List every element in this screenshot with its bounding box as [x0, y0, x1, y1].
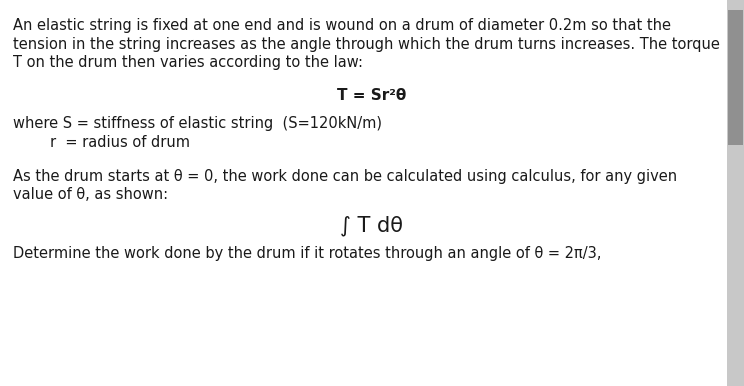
Bar	[728, 10, 743, 145]
Text: T = Sr²θ: T = Sr²θ	[337, 88, 407, 103]
Text: r  = radius of drum: r = radius of drum	[13, 135, 190, 151]
Bar	[727, 0, 744, 386]
Text: tension in the string increases as the angle through which the drum turns increa: tension in the string increases as the a…	[13, 37, 720, 51]
Text: ∫ T dθ: ∫ T dθ	[341, 215, 403, 235]
Text: As the drum starts at θ = 0, the work done can be calculated using calculus, for: As the drum starts at θ = 0, the work do…	[13, 169, 677, 184]
Text: An elastic string is fixed at one end and is wound on a drum of diameter 0.2m so: An elastic string is fixed at one end an…	[13, 18, 671, 33]
Text: where S = stiffness of elastic string  (S=120kN/m): where S = stiffness of elastic string (S…	[13, 116, 382, 131]
Text: T on the drum then varies according to the law:: T on the drum then varies according to t…	[13, 55, 363, 70]
Text: Determine the work done by the drum if it rotates through an angle of θ = 2π/3,: Determine the work done by the drum if i…	[13, 247, 601, 261]
Text: value of θ, as shown:: value of θ, as shown:	[13, 187, 168, 202]
